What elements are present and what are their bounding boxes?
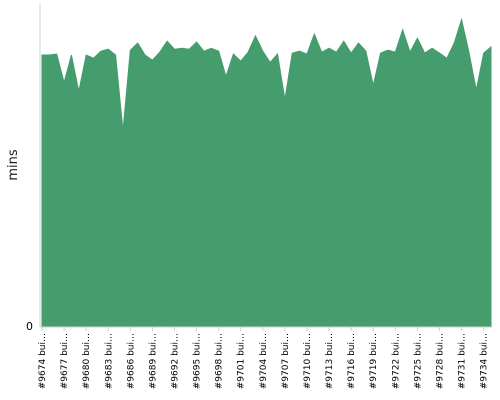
x-tick-label: #9701 bui… [237, 333, 247, 389]
x-tick-label: #9689 bui… [148, 333, 158, 389]
x-tick-label: #9692 bui… [170, 333, 180, 389]
plot-area [41, 17, 492, 328]
x-tick-label: #9698 bui… [215, 333, 225, 389]
x-ticks: #9674 bui… #9677 bui… #9680 bui… #9683 bui…… [38, 327, 490, 389]
x-tick-label: #9719 bui… [369, 333, 379, 389]
x-tick-label: #9674 bui… [38, 333, 48, 389]
x-tick-label: #9710 bui… [303, 333, 313, 389]
x-tick-label: #9734 bui… [480, 333, 490, 389]
series-area [41, 17, 492, 328]
x-tick-label: #9731 bui… [458, 333, 468, 389]
x-tick-label: #9716 bui… [347, 333, 357, 389]
x-tick-label: #9680 bui… [82, 333, 92, 389]
x-tick-label: #9725 bui… [413, 333, 423, 389]
x-tick-label: #9722 bui… [391, 333, 401, 389]
x-tick-label: #9728 bui… [435, 333, 445, 389]
x-tick-label: #9695 bui… [193, 333, 203, 389]
y-tick-label: 0 [26, 320, 33, 333]
x-tick-label: #9713 bui… [325, 333, 335, 389]
x-tick-label: #9707 bui… [281, 333, 291, 389]
x-tick-label: #9683 bui… [104, 333, 114, 389]
x-tick-label: #9704 bui… [259, 333, 269, 389]
y-ticks: 0 [26, 320, 33, 333]
y-axis-title: mins [6, 149, 21, 181]
x-tick-label: #9686 bui… [126, 333, 136, 389]
x-tick-label: #9677 bui… [60, 333, 70, 389]
